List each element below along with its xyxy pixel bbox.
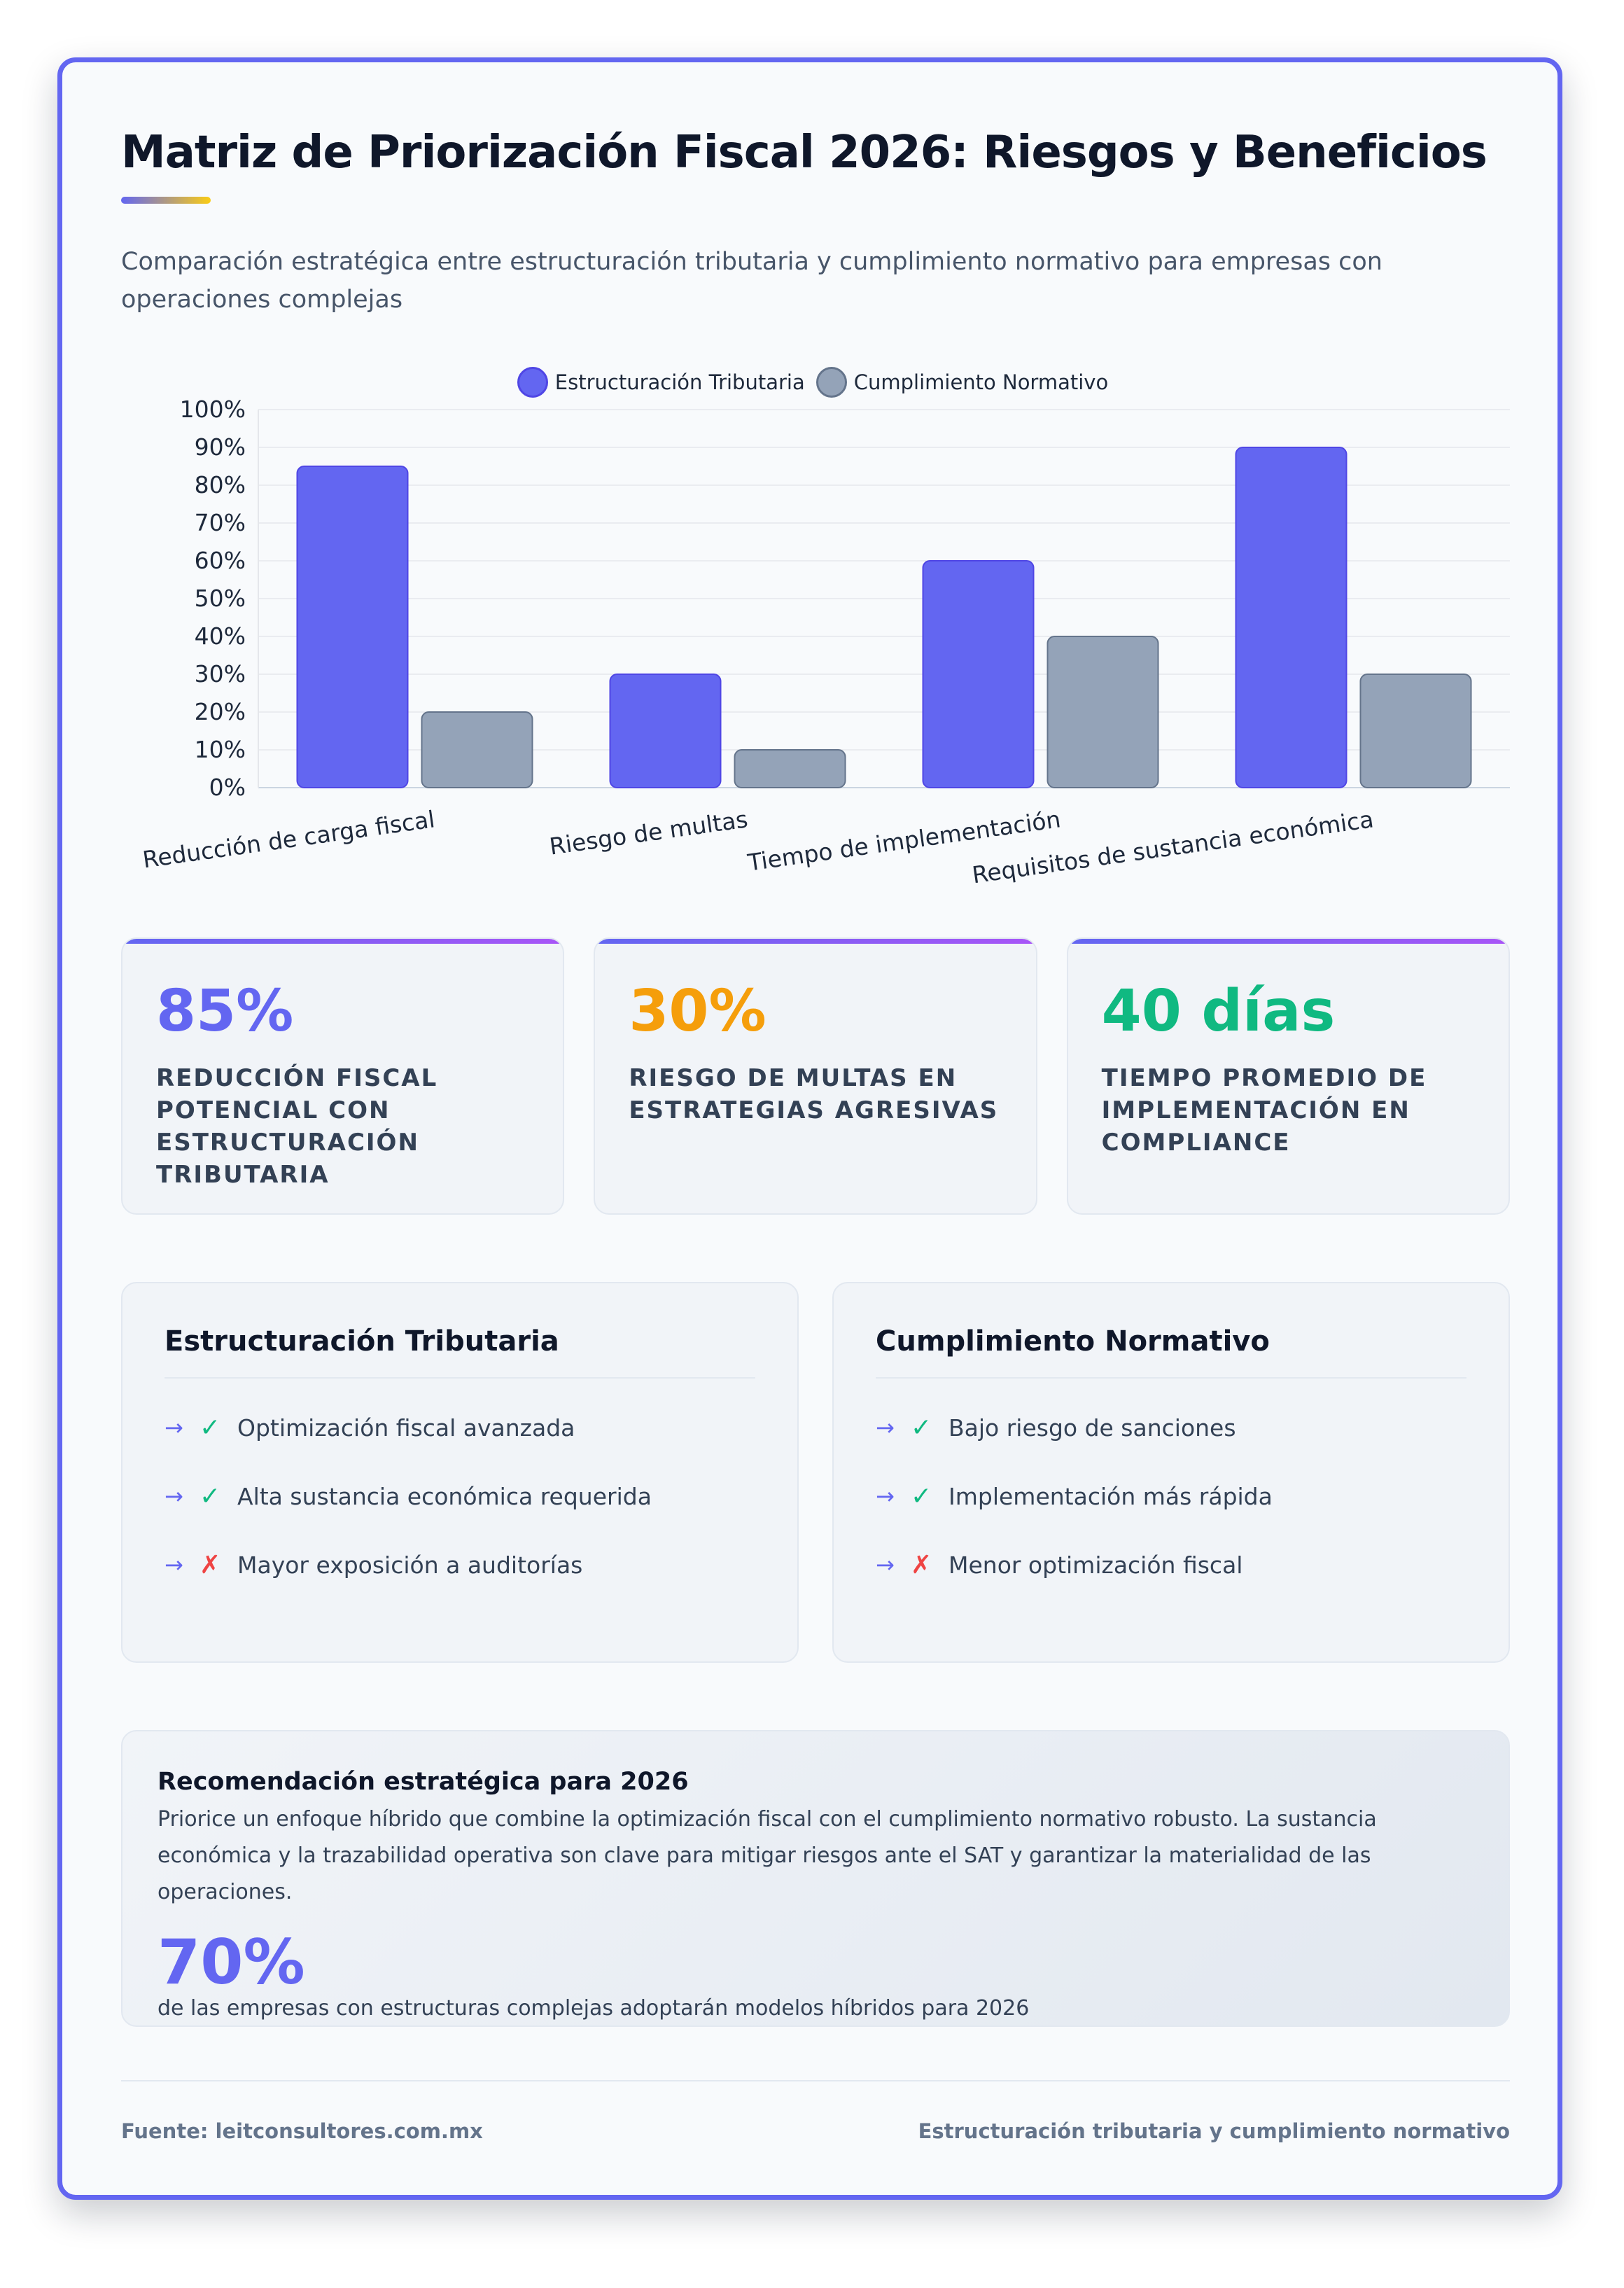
list-item-text: Mayor exposición a auditorías — [237, 1551, 583, 1579]
bar — [609, 674, 722, 788]
stat-card-riesgo: 30% Riesgo de multas en estrategias agre… — [594, 937, 1037, 1215]
y-tick-label: 100% — [180, 396, 246, 423]
recommendation-box: Recomendación estratégica para 2026 Prio… — [121, 1730, 1510, 2027]
recommendation-title: Recomendación estratégica para 2026 — [158, 1768, 689, 1796]
bar — [1046, 636, 1159, 788]
check-icon: ✓ — [911, 1413, 932, 1442]
bar — [296, 466, 409, 788]
y-tick-label: 20% — [195, 698, 246, 725]
bar — [734, 749, 846, 788]
recommendation-caption: de las empresas con estructuras compleja… — [158, 1996, 1030, 2021]
y-tick-label: 30% — [195, 660, 246, 688]
y-tick-label: 80% — [195, 471, 246, 498]
title-accent-bar — [121, 197, 211, 204]
legend-swatch-estructuracion — [517, 367, 548, 398]
y-tick-label: 50% — [195, 585, 246, 612]
legend-item-cumplimiento[interactable]: Cumplimiento Normativo — [816, 367, 1108, 398]
panel-list: → ✓ Optimización fiscal avanzada → ✓ Alta su… — [164, 1408, 755, 1584]
footer: Fuente: leitconsultores.com.mx Estructur… — [121, 2119, 1510, 2143]
y-tick-label: 90% — [195, 433, 246, 461]
list-item: → ✗ Menor optimización fiscal — [876, 1545, 1466, 1584]
panel-estructuracion: Estructuración Tributaria → ✓ Optimización… — [121, 1282, 799, 1663]
arrow-right-icon: → — [876, 1551, 895, 1578]
panel-title: Estructuración Tributaria — [164, 1325, 755, 1379]
footer-divider — [121, 2080, 1510, 2081]
arrow-right-icon: → — [876, 1483, 895, 1509]
stat-card-tiempo: 40 días Tiempo promedio de implementació… — [1066, 937, 1510, 1215]
recommendation-value: 70% — [158, 1926, 305, 1998]
panel-cumplimiento: Cumplimiento Normativo → ✓ Bajo riesgo de … — [832, 1282, 1510, 1663]
list-item: → ✗ Mayor exposición a auditorías — [164, 1545, 755, 1584]
bar — [1359, 674, 1472, 788]
y-tick-label: 60% — [195, 547, 246, 574]
legend-item-estructuracion[interactable]: Estructuración Tributaria — [517, 367, 805, 398]
stat-value: 30% — [629, 978, 766, 1045]
y-tick-label: 40% — [195, 622, 246, 650]
list-item: → ✓ Optimización fiscal avanzada — [164, 1408, 755, 1447]
arrow-right-icon: → — [876, 1414, 895, 1441]
list-item: → ✓ Bajo riesgo de sanciones — [876, 1408, 1466, 1447]
recommendation-text: Priorice un enfoque híbrido que combine … — [158, 1807, 1377, 1904]
bar — [1235, 447, 1348, 788]
footer-note: Estructuración tributaria y cumplimiento… — [918, 2119, 1510, 2143]
list-item-text: Optimización fiscal avanzada — [237, 1414, 575, 1442]
page-subtitle: Comparación estratégica entre estructura… — [121, 248, 1382, 314]
panel-list: → ✓ Bajo riesgo de sanciones → ✓ Implementac… — [876, 1408, 1466, 1584]
warning-icon: ✗ — [200, 1550, 221, 1579]
arrow-right-icon: → — [164, 1551, 183, 1578]
x-tick-label: Riesgo de multas — [547, 805, 749, 860]
stat-card-reduccion: 85% Reducción fiscal potencial con estru… — [121, 937, 565, 1215]
stat-label: Riesgo de multas en estrategias agresiva… — [629, 1064, 999, 1124]
stat-value: 40 días — [1101, 978, 1336, 1045]
chart-legend: Estructuración Tributaria Cumplimiento N… — [62, 365, 1563, 400]
y-tick-label: 0% — [209, 774, 246, 801]
comparison-row: Estructuración Tributaria → ✓ Optimización… — [121, 1282, 1510, 1663]
list-item-text: Alta sustancia económica requerida — [237, 1482, 652, 1510]
bar — [421, 711, 533, 788]
legend-swatch-cumplimiento — [816, 367, 847, 398]
page-title: Matriz de Priorización Fiscal 2026: Ries… — [121, 127, 1488, 179]
footer-source[interactable]: Fuente: leitconsultores.com.mx — [121, 2119, 483, 2143]
x-tick-label: Reducción de carga fiscal — [141, 805, 436, 873]
list-item-text: Menor optimización fiscal — [948, 1551, 1243, 1579]
check-icon: ✓ — [200, 1481, 221, 1511]
warning-icon: ✗ — [911, 1550, 932, 1579]
list-item-text: Bajo riesgo de sanciones — [948, 1414, 1236, 1442]
stat-value: 85% — [156, 978, 294, 1045]
legend-label-estructuracion: Estructuración Tributaria — [554, 370, 805, 394]
y-tick-label: 10% — [195, 736, 246, 763]
check-icon: ✓ — [200, 1413, 221, 1442]
list-item: → ✓ Alta sustancia económica requerida — [164, 1477, 755, 1516]
stat-label: Reducción fiscal potencial con estructur… — [156, 1064, 438, 1189]
panel-title: Cumplimiento Normativo — [876, 1325, 1466, 1379]
arrow-right-icon: → — [164, 1414, 183, 1441]
bar — [922, 560, 1035, 788]
arrow-right-icon: → — [164, 1483, 183, 1509]
y-tick-label: 70% — [195, 509, 246, 536]
infographic-card: Matriz de Priorización Fiscal 2026: Ries… — [57, 57, 1562, 2200]
stats-row: 85% Reducción fiscal potencial con estru… — [121, 937, 1510, 1215]
bar-chart: 0% 10% 20% 30% 40% 50% 60% 70% 80% 90% 100% Reducci… — [141, 396, 1510, 888]
list-item: → ✓ Implementación más rápida — [876, 1477, 1466, 1516]
stat-label: Tiempo promedio de implementación en com… — [1101, 1064, 1427, 1157]
legend-label-cumplimiento: Cumplimiento Normativo — [853, 370, 1109, 394]
check-icon: ✓ — [911, 1481, 932, 1511]
list-item-text: Implementación más rápida — [948, 1482, 1273, 1510]
